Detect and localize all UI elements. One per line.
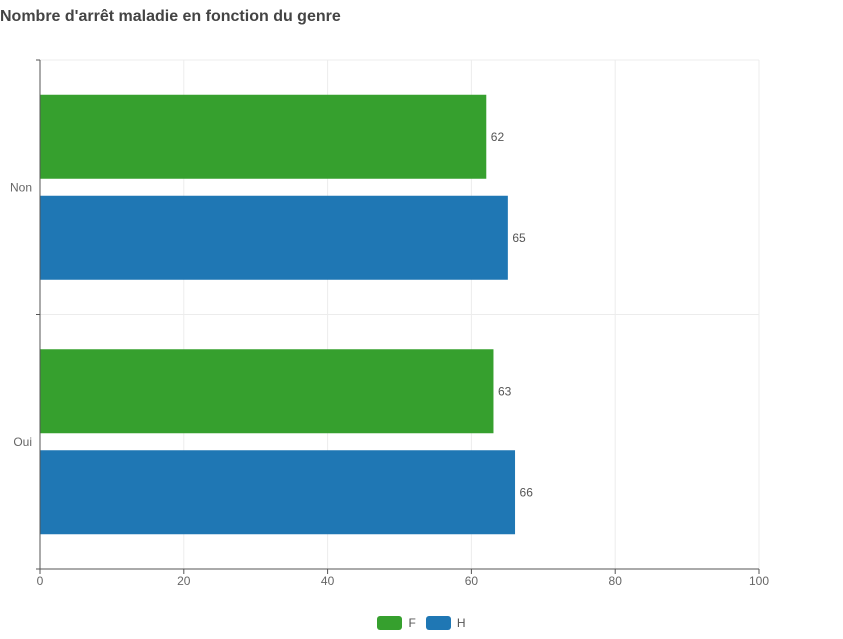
legend-label: F bbox=[408, 616, 416, 630]
data-label: 63 bbox=[498, 384, 512, 398]
x-tick-label: 20 bbox=[177, 574, 191, 588]
legend-swatch bbox=[377, 616, 403, 630]
data-label: 65 bbox=[512, 231, 526, 245]
bar-H-Non bbox=[40, 195, 508, 280]
legend-label: H bbox=[456, 616, 466, 630]
legend-swatch bbox=[425, 616, 451, 630]
y-category-label: Non bbox=[10, 180, 32, 194]
bar-F-Non bbox=[40, 94, 487, 179]
bar-F-Oui bbox=[40, 349, 494, 434]
bar-H-Oui bbox=[40, 450, 516, 535]
legend-item-H[interactable]: H bbox=[425, 616, 466, 630]
bar-chart: 0 20 40 60 80 100 Non 62 65 Oui 63 66 bbox=[10, 59, 769, 588]
x-tick-label: 60 bbox=[465, 574, 479, 588]
x-tick-label: 40 bbox=[321, 574, 335, 588]
data-label: 66 bbox=[520, 485, 534, 499]
legend-item-F[interactable]: F bbox=[377, 616, 416, 630]
y-category-label: Oui bbox=[13, 435, 32, 449]
x-tick-label: 100 bbox=[749, 574, 769, 588]
data-label: 62 bbox=[491, 130, 505, 144]
x-tick-label: 80 bbox=[609, 574, 623, 588]
x-tick-label: 0 bbox=[37, 574, 44, 588]
chart-title: Nombre d'arrêt maladie en fonction du ge… bbox=[0, 8, 341, 25]
